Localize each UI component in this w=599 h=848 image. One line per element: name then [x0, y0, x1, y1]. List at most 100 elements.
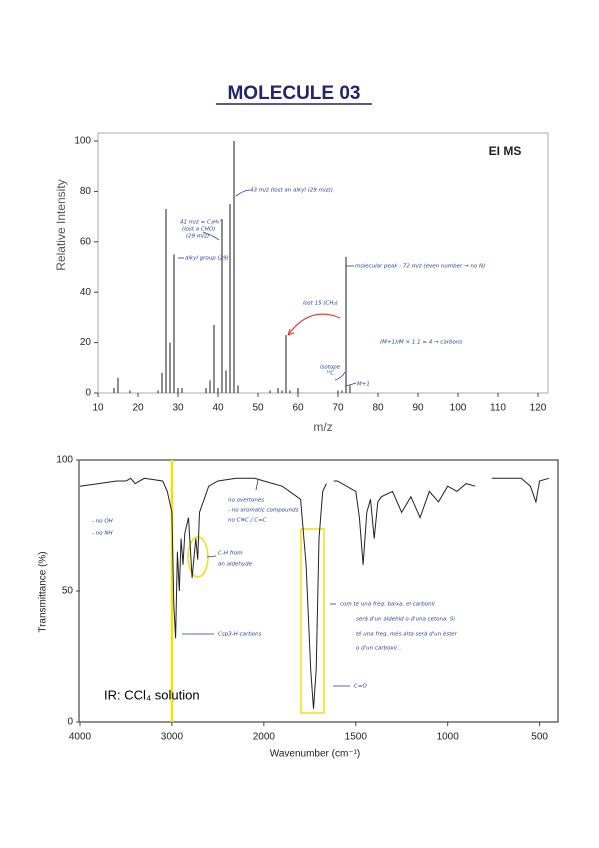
peak — [341, 390, 343, 393]
annotation: (29 m/z) — [186, 234, 209, 240]
x-tick-label: 80 — [372, 403, 384, 414]
x-tick-label: 20 — [132, 403, 144, 414]
page-title: MOLECULE 03 — [227, 83, 360, 104]
peak — [233, 141, 235, 393]
annotation: molecular peak : 72 m/z (even number → n… — [355, 264, 485, 270]
annotation: - no aromatic compounds — [228, 508, 299, 514]
annotation: (M+1)/M × 1.1 = 4 → carbons — [380, 340, 462, 346]
y-tick-label: 20 — [80, 337, 92, 348]
y-axis-label: Transmittance (%) — [38, 551, 49, 632]
arrow — [206, 555, 217, 558]
annotation: - no OH — [92, 519, 113, 525]
highlight-box — [300, 528, 325, 714]
spectrum — [79, 477, 549, 709]
annotation: Csp3-H carbons — [218, 632, 262, 638]
y-tick-label: 80 — [80, 186, 92, 197]
x-tick-label: 1000 — [437, 732, 460, 743]
peak — [181, 387, 183, 393]
y-tick-label: 40 — [80, 287, 92, 298]
peak — [209, 380, 211, 393]
annotation: té una freq. més alta serà d'un èster — [356, 631, 458, 638]
x-tick-label: 2000 — [253, 732, 276, 743]
ms-frame — [97, 132, 549, 394]
x-tick-label: 100 — [450, 403, 467, 414]
x-tick-label: 3000 — [161, 732, 184, 743]
peak — [213, 324, 215, 393]
y-tick-label: 0 — [67, 717, 73, 728]
annotation: ¹³C — [326, 370, 334, 377]
x-tick-label: 10 — [92, 403, 104, 414]
y-tick-label: 0 — [85, 388, 91, 399]
annotation: - no NH — [92, 531, 113, 537]
peak — [277, 387, 279, 393]
annotation: M+1 — [357, 382, 370, 388]
annotation: 43 m/z (lost an alkyl (29 m/z)) — [250, 188, 333, 194]
x-tick-label: 4000 — [69, 732, 92, 743]
x-tick-label: 1500 — [345, 732, 368, 743]
ir-frame — [78, 459, 559, 723]
peak — [173, 254, 175, 393]
annotation: com té una freq. baixa, el carbonil — [340, 601, 435, 608]
annotation: no overtones — [228, 498, 264, 504]
x-tick-label: 110 — [490, 403, 506, 414]
annotation: alkyl group (29) — [185, 256, 229, 262]
peak — [337, 390, 339, 393]
annotation: no C≡C / C=C — [228, 518, 267, 524]
annotation: C=O — [354, 684, 367, 690]
annotation: lost 15 (CH₃) — [303, 301, 338, 307]
annotation: 41 m/z = C₃H₅⁺ — [180, 219, 222, 226]
annotation: an aldehyde — [218, 562, 253, 568]
peak — [117, 377, 119, 393]
x-tick-label: 30 — [172, 403, 184, 414]
annotation: o d'un carboxil... — [356, 646, 402, 652]
arrow — [255, 479, 259, 491]
x-axis-label: m/z — [313, 420, 332, 434]
x-tick-label: 40 — [212, 403, 224, 414]
peak — [161, 372, 163, 393]
y-axis-label: Relative Intensity — [54, 179, 68, 270]
arrow — [235, 189, 251, 197]
x-tick-label: 120 — [530, 403, 547, 414]
y-tick-label: 100 — [56, 455, 73, 466]
peak — [165, 209, 167, 393]
annotation: C-H from — [218, 551, 243, 557]
peak — [289, 390, 291, 393]
arrow — [345, 382, 357, 387]
peak — [169, 342, 171, 393]
peak — [217, 387, 219, 393]
peak — [205, 387, 207, 393]
arrow — [202, 231, 220, 241]
peak — [297, 387, 299, 393]
y-tick-label: 60 — [80, 236, 92, 247]
peak — [157, 390, 159, 393]
peak — [269, 390, 271, 393]
x-axis-label: Wavenumber (cm⁻¹) — [270, 749, 360, 760]
peak — [345, 256, 347, 393]
y-tick-label: 100 — [74, 136, 91, 147]
peak — [281, 390, 283, 393]
peak — [229, 204, 231, 393]
peak — [221, 219, 223, 393]
x-tick-label: 70 — [332, 403, 344, 414]
peak — [129, 390, 131, 393]
chart-label: EI MS — [489, 144, 522, 158]
arrow — [334, 371, 346, 381]
x-tick-label: 500 — [531, 732, 548, 743]
peak — [349, 385, 351, 393]
y-tick-label: 50 — [62, 586, 74, 597]
annotation: serà d'un aldehid o d'una cetona. Si — [356, 616, 455, 623]
peak — [113, 387, 115, 393]
arrow-head — [287, 328, 295, 336]
annotation: (lost a CHO) — [182, 227, 215, 233]
x-tick-label: 90 — [412, 403, 424, 414]
peak — [225, 370, 227, 393]
arrow — [287, 313, 341, 336]
x-tick-label: 60 — [292, 403, 304, 414]
peak — [177, 387, 179, 393]
chart-label: IR: CCl₄ solution — [104, 687, 200, 702]
x-tick-label: 50 — [252, 403, 264, 414]
annotation: isotope — [320, 365, 341, 371]
peak — [285, 335, 287, 393]
peak — [237, 385, 239, 393]
